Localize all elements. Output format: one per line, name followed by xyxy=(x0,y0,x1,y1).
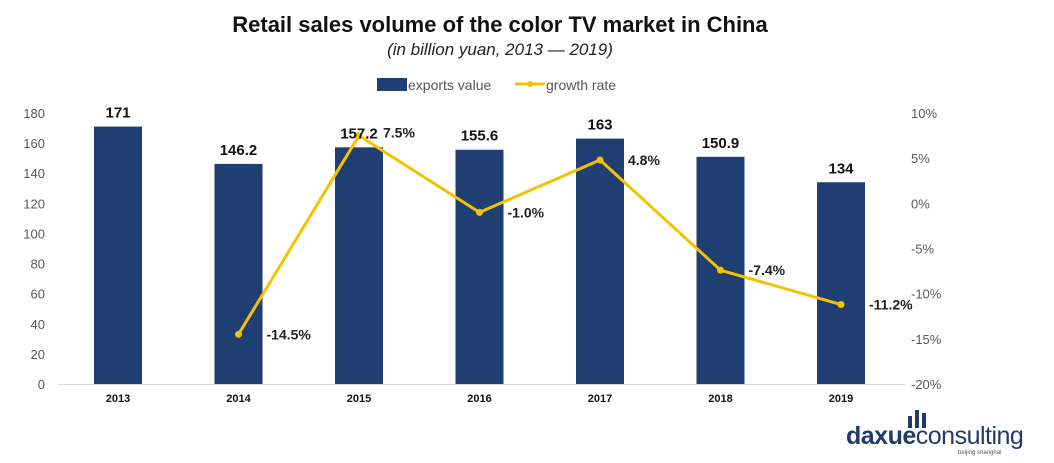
growth-value-label: 7.5% xyxy=(383,125,415,141)
left-axis: 0 20 40 60 80 100 120 140 160 180 xyxy=(23,106,45,392)
x-tick-label: 2013 xyxy=(106,393,130,405)
bar-value-label: 134 xyxy=(828,160,854,177)
bar xyxy=(817,182,865,384)
growth-marker xyxy=(355,132,363,140)
left-tick-label: 180 xyxy=(23,106,45,121)
growth-value-label: -1.0% xyxy=(508,204,545,220)
growth-value-label: 4.8% xyxy=(628,152,660,168)
x-tick-label: 2014 xyxy=(226,393,251,405)
x-tick-label: 2019 xyxy=(829,393,853,405)
bar xyxy=(214,163,263,384)
legend-label-growth: growth rate xyxy=(546,77,616,93)
chart-title: Retail sales volume of the color TV mark… xyxy=(232,12,768,37)
logo-brand-bold: daxue xyxy=(846,422,916,450)
left-tick-label: 120 xyxy=(23,196,45,211)
left-tick-label: 60 xyxy=(31,287,45,302)
bar-value-label: 150.9 xyxy=(702,135,740,152)
right-tick-label: -10% xyxy=(911,287,942,302)
bar xyxy=(576,138,624,384)
bar-value-label: 155.6 xyxy=(461,128,499,145)
x-tick-label: 2016 xyxy=(467,393,491,405)
growth-marker xyxy=(596,156,604,164)
bar-series xyxy=(94,126,865,385)
right-tick-label: 5% xyxy=(911,151,930,166)
logo-brand-rest: consulting xyxy=(915,422,1024,450)
growth-line xyxy=(237,134,842,336)
x-axis: 2013 2014 2015 2016 2017 2018 2019 xyxy=(58,384,905,405)
data-labels: 171 146.2 157.2 155.6 163 150.9 134 -14.5% 7.5% -… xyxy=(105,105,913,343)
right-tick-label: 0% xyxy=(911,196,930,211)
bar xyxy=(455,149,504,384)
logo-bars-icon xyxy=(908,410,926,428)
left-tick-label: 80 xyxy=(31,257,45,272)
growth-marker xyxy=(476,208,483,216)
line-series xyxy=(235,132,845,338)
bar-value-label: 163 xyxy=(587,117,612,134)
growth-marker xyxy=(235,330,242,338)
x-tick-label: 2018 xyxy=(708,393,732,405)
bar xyxy=(335,147,383,384)
left-tick-label: 140 xyxy=(23,166,45,181)
bar xyxy=(94,126,142,385)
legend: exports value growth rate xyxy=(377,77,616,93)
right-axis: -20% -15% -10% -5% 0% 5% 10% xyxy=(911,106,942,392)
right-tick-label: -15% xyxy=(911,332,942,347)
legend-bar-swatch xyxy=(377,78,407,91)
bar-value-label: 146.2 xyxy=(220,142,258,159)
growth-marker xyxy=(837,301,845,309)
left-tick-label: 20 xyxy=(31,347,45,362)
x-tick-label: 2015 xyxy=(347,393,371,405)
left-tick-label: 40 xyxy=(31,317,45,332)
chart-subtitle: (in billion yuan, 2013 — 2019) xyxy=(387,40,613,59)
bar-value-label: 157.2 xyxy=(340,125,378,142)
growth-value-label: -7.4% xyxy=(749,262,786,278)
x-tick-label: 2017 xyxy=(588,393,612,405)
daxue-logo: daxueconsulting beijing shanghai xyxy=(846,406,1046,458)
growth-value-label: -11.2% xyxy=(869,297,913,313)
right-tick-label: -5% xyxy=(911,242,935,257)
bar-value-label: 171 xyxy=(105,105,130,122)
growth-marker xyxy=(717,266,724,274)
legend-line-marker xyxy=(527,81,533,87)
logo-tagline: beijing shanghai xyxy=(958,450,1002,456)
logo-wordmark: daxueconsulting xyxy=(846,422,1024,451)
left-tick-label: 0 xyxy=(38,377,45,392)
right-tick-label: -20% xyxy=(911,377,942,392)
right-tick-label: 10% xyxy=(911,106,937,121)
left-tick-label: 160 xyxy=(23,136,45,151)
legend-label-exports: exports value xyxy=(408,77,491,93)
growth-value-label: -14.5% xyxy=(267,326,312,342)
left-tick-label: 100 xyxy=(23,226,45,241)
